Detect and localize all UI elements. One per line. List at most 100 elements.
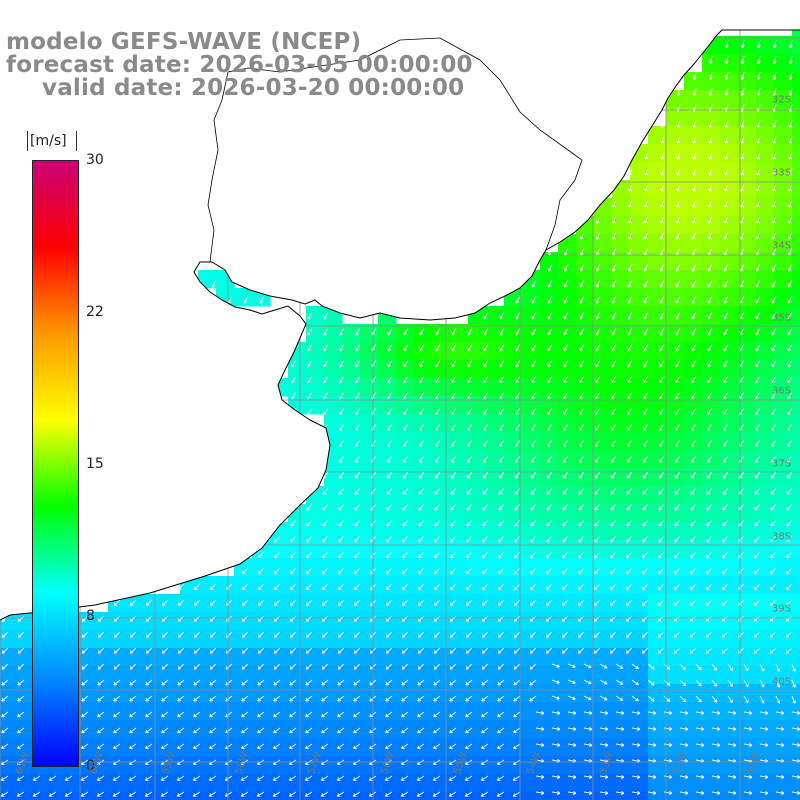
wind-cell <box>306 378 325 397</box>
wind-cell <box>648 792 667 800</box>
wind-cell <box>576 360 595 379</box>
wind-cell <box>594 306 613 325</box>
wind-arrow <box>225 647 233 654</box>
wind-arrow <box>659 263 665 272</box>
wind-cell <box>252 738 271 757</box>
wind-arrow <box>529 695 537 702</box>
wind-arrow <box>707 311 713 320</box>
wind-cell <box>684 720 703 739</box>
wind-cell <box>756 360 775 379</box>
wind-cell <box>216 648 235 667</box>
wind-cell <box>144 702 163 721</box>
wind-arrow <box>727 695 733 704</box>
wind-arrow <box>209 599 217 607</box>
wind-arrow <box>611 295 617 304</box>
wind-arrow <box>593 599 601 607</box>
wind-cell <box>558 360 577 379</box>
wind-arrow <box>679 775 689 779</box>
wind-arrow <box>595 375 601 384</box>
wind-cell <box>144 774 163 793</box>
wind-arrow <box>627 311 633 320</box>
wind-arrow <box>562 503 569 511</box>
wind-cell <box>594 450 613 469</box>
wind-arrow <box>530 487 537 495</box>
coastline <box>0 29 800 621</box>
wind-arrow <box>567 679 576 685</box>
wind-arrow <box>785 615 793 622</box>
wind-arrow <box>465 599 473 607</box>
wind-arrow <box>161 679 169 686</box>
wind-cell <box>594 738 613 757</box>
wind-cell <box>432 630 451 649</box>
wind-arrow <box>529 679 537 686</box>
wind-arrow <box>496 791 505 797</box>
wind-arrow <box>647 727 657 731</box>
wind-cell <box>702 126 721 145</box>
wind-cell <box>774 162 793 181</box>
wind-arrow <box>481 695 489 702</box>
wind-arrow <box>177 631 185 638</box>
wind-arrow <box>563 407 569 416</box>
wind-arrow <box>322 535 329 543</box>
wind-arrow <box>466 535 473 543</box>
wind-cell <box>288 684 307 703</box>
wind-arrow <box>273 711 281 718</box>
wind-cell <box>54 774 73 793</box>
wind-cell <box>432 414 451 433</box>
wind-arrow <box>193 647 201 654</box>
wind-cell <box>756 738 775 757</box>
wind-cell <box>774 576 793 595</box>
wind-arrow <box>273 743 281 750</box>
wind-arrow <box>433 599 441 607</box>
wind-cell <box>486 594 505 613</box>
wind-cell <box>342 666 361 685</box>
wind-arrow <box>695 775 705 779</box>
wind-cell <box>540 522 559 541</box>
wind-arrow <box>788 39 793 49</box>
wind-cell <box>468 666 487 685</box>
wind-cell <box>666 774 685 793</box>
wind-cell <box>540 684 559 703</box>
wind-arrow <box>161 695 169 702</box>
wind-arrow <box>145 727 153 734</box>
wind-arrow <box>679 743 689 747</box>
wind-cell <box>558 468 577 487</box>
wind-arrow <box>689 647 697 654</box>
wind-arrow <box>257 743 265 750</box>
wind-arrow <box>753 615 761 622</box>
wind-arrow <box>515 375 521 384</box>
wind-cell <box>666 720 685 739</box>
wind-cell <box>324 666 343 685</box>
wind-cell <box>486 720 505 739</box>
wind-arrow <box>546 519 553 527</box>
wind-cell <box>126 702 145 721</box>
wind-arrow <box>743 679 749 688</box>
wind-arrow <box>304 791 313 797</box>
wind-cell <box>378 684 397 703</box>
wind-cell <box>792 522 800 541</box>
wind-arrow <box>289 647 297 654</box>
wind-arrow <box>695 663 702 671</box>
wind-cell <box>396 360 415 379</box>
wind-arrow <box>775 711 785 715</box>
wind-arrow <box>450 503 457 511</box>
wind-arrow <box>17 679 25 686</box>
wind-cell <box>702 90 721 109</box>
wind-arrow <box>193 711 201 718</box>
wind-arrow <box>657 647 665 654</box>
wind-arrow <box>535 791 545 795</box>
wind-arrow <box>615 663 624 669</box>
wind-arrow <box>692 135 697 144</box>
wind-arrow <box>679 663 687 671</box>
wind-arrow <box>754 551 761 559</box>
wind-arrow <box>626 439 633 447</box>
wind-cell <box>774 612 793 631</box>
wind-cell <box>792 342 800 361</box>
wind-arrow <box>323 359 329 368</box>
wind-arrow <box>513 743 521 750</box>
wind-arrow <box>289 583 297 591</box>
wind-arrow <box>691 359 697 368</box>
wind-arrow <box>594 487 601 495</box>
wind-cell <box>792 108 800 127</box>
wind-arrow <box>17 743 25 750</box>
